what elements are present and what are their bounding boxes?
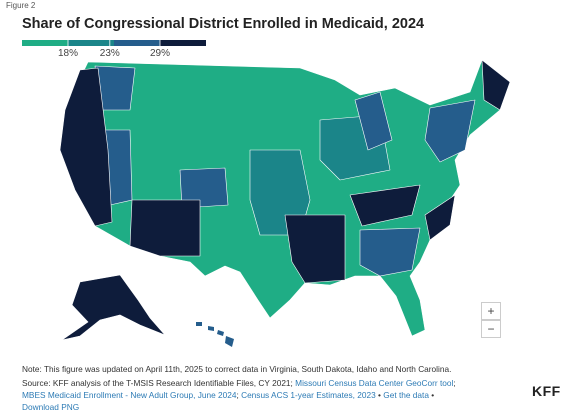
region — [354, 91, 393, 151]
region — [59, 67, 113, 227]
source-text: • — [375, 390, 384, 400]
region — [284, 214, 346, 284]
region — [349, 184, 421, 227]
map: 18% 23% 29% — [22, 40, 511, 347]
source-text: Source: KFF analysis of the T-MSIS Resea… — [22, 378, 296, 388]
source-link[interactable]: Missouri Census Data Center GeoCorr tool — [295, 378, 454, 388]
legend-tick-label: 23% — [100, 48, 120, 59]
region — [179, 167, 229, 209]
region — [61, 274, 166, 341]
legend-swatch — [114, 40, 160, 46]
legend-swatch — [68, 40, 114, 46]
region — [208, 326, 214, 331]
source-link[interactable]: Census ACS 1-year Estimates, 2023 — [241, 390, 376, 400]
region — [424, 99, 476, 163]
title: Share of Congressional District Enrolled… — [22, 16, 425, 32]
alaska — [61, 274, 166, 341]
figure-label: Figure 2 — [6, 1, 36, 10]
region — [217, 330, 224, 336]
contiguous-us — [59, 59, 511, 337]
legend-tick-label: 29% — [150, 48, 170, 59]
source-link[interactable]: Download PNG — [22, 402, 80, 412]
region — [225, 336, 234, 347]
source-text: ; — [453, 378, 456, 388]
region — [481, 59, 511, 111]
region — [359, 227, 421, 277]
note: Note: This figure was updated on April 1… — [22, 364, 452, 374]
legend: 18% 23% 29% — [22, 40, 206, 59]
hawaii — [196, 322, 234, 347]
legend-swatch — [22, 40, 68, 46]
source-text: • — [428, 390, 435, 400]
source-link[interactable]: MBES Medicaid Enrollment - New Adult Gro… — [22, 390, 237, 400]
region — [196, 322, 202, 326]
legend-swatch — [160, 40, 206, 46]
logo: KFF — [532, 383, 561, 399]
region — [129, 199, 201, 257]
region — [424, 194, 456, 241]
zoom-out[interactable]: − — [481, 320, 501, 338]
legend-tick-label: 18% — [58, 48, 78, 59]
source-link[interactable]: Get the data — [383, 390, 429, 400]
zoom-in[interactable]: + — [481, 302, 501, 320]
source-text: ; — [236, 390, 242, 400]
source: Source: KFF analysis of the T-MSIS Resea… — [22, 377, 462, 413]
